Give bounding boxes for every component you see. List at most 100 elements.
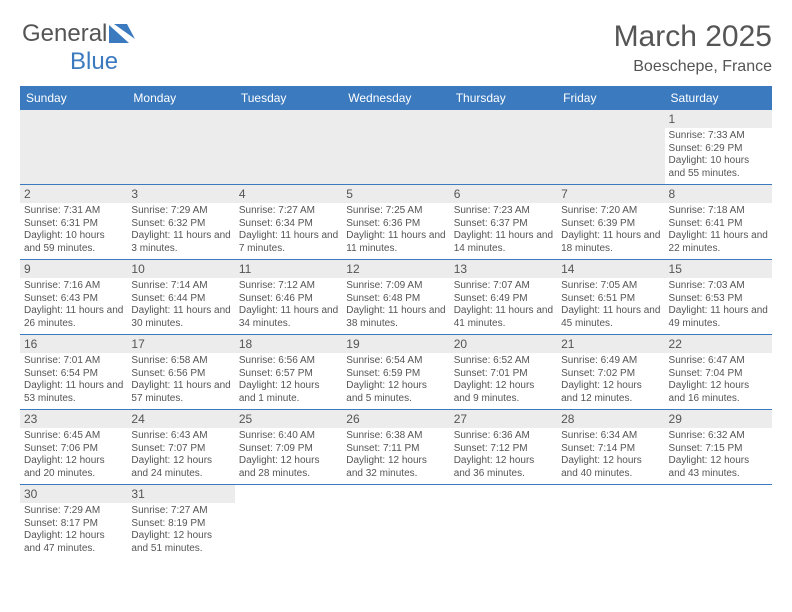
- title-block: March 2025 Boeschepe, France: [614, 20, 772, 76]
- day-detail: Sunrise: 7:18 AMSunset: 6:41 PMDaylight:…: [669, 205, 768, 255]
- weekday-header: Thursday: [450, 86, 557, 110]
- daylight-text: Daylight: 12 hours and 20 minutes.: [24, 455, 123, 480]
- day-number: 14: [557, 260, 664, 278]
- day-detail: Sunrise: 6:54 AMSunset: 6:59 PMDaylight:…: [346, 355, 445, 405]
- daylight-text: Daylight: 12 hours and 24 minutes.: [131, 455, 230, 480]
- daylight-text: Daylight: 12 hours and 36 minutes.: [454, 455, 553, 480]
- day-number: 15: [665, 260, 772, 278]
- day-number: 20: [450, 335, 557, 353]
- sunrise-text: Sunrise: 6:58 AM: [131, 355, 230, 368]
- sunset-text: Sunset: 6:53 PM: [669, 293, 768, 306]
- daylight-text: Daylight: 12 hours and 47 minutes.: [24, 530, 123, 555]
- sunset-text: Sunset: 6:46 PM: [239, 293, 338, 306]
- sunrise-text: Sunrise: 7:09 AM: [346, 280, 445, 293]
- logo: GeneralBlue: [20, 20, 139, 76]
- daylight-text: Daylight: 11 hours and 26 minutes.: [24, 305, 123, 330]
- calendar-cell-blank: [665, 485, 772, 560]
- sunrise-text: Sunrise: 6:49 AM: [561, 355, 660, 368]
- daylight-text: Daylight: 11 hours and 14 minutes.: [454, 230, 553, 255]
- day-detail: Sunrise: 7:01 AMSunset: 6:54 PMDaylight:…: [24, 355, 123, 405]
- sunset-text: Sunset: 6:59 PM: [346, 368, 445, 381]
- sunset-text: Sunset: 6:34 PM: [239, 218, 338, 231]
- day-number: 6: [450, 185, 557, 203]
- sunrise-text: Sunrise: 7:33 AM: [669, 130, 768, 143]
- calendar-cell: 24Sunrise: 6:43 AMSunset: 7:07 PMDayligh…: [127, 410, 234, 485]
- day-detail: Sunrise: 6:52 AMSunset: 7:01 PMDaylight:…: [454, 355, 553, 405]
- calendar-row: 30Sunrise: 7:29 AMSunset: 8:17 PMDayligh…: [20, 485, 772, 560]
- logo-general: General: [22, 20, 107, 47]
- sunset-text: Sunset: 6:54 PM: [24, 368, 123, 381]
- sunrise-text: Sunrise: 7:03 AM: [669, 280, 768, 293]
- sunset-text: Sunset: 7:15 PM: [669, 443, 768, 456]
- sunrise-text: Sunrise: 7:29 AM: [24, 505, 123, 518]
- daylight-text: Daylight: 11 hours and 30 minutes.: [131, 305, 230, 330]
- sunset-text: Sunset: 7:06 PM: [24, 443, 123, 456]
- day-number: 19: [342, 335, 449, 353]
- day-number: 7: [557, 185, 664, 203]
- sunrise-text: Sunrise: 6:43 AM: [131, 430, 230, 443]
- calendar-cell-blank: [127, 110, 234, 185]
- daylight-text: Daylight: 11 hours and 34 minutes.: [239, 305, 338, 330]
- calendar-cell: 10Sunrise: 7:14 AMSunset: 6:44 PMDayligh…: [127, 260, 234, 335]
- daylight-text: Daylight: 11 hours and 22 minutes.: [669, 230, 768, 255]
- calendar-cell-blank: [235, 110, 342, 185]
- weekday-header: Tuesday: [235, 86, 342, 110]
- sunset-text: Sunset: 6:48 PM: [346, 293, 445, 306]
- day-number: 17: [127, 335, 234, 353]
- day-number: 12: [342, 260, 449, 278]
- daylight-text: Daylight: 12 hours and 12 minutes.: [561, 380, 660, 405]
- sunset-text: Sunset: 6:37 PM: [454, 218, 553, 231]
- sunrise-text: Sunrise: 7:20 AM: [561, 205, 660, 218]
- weekday-header: Monday: [127, 86, 234, 110]
- daylight-text: Daylight: 11 hours and 45 minutes.: [561, 305, 660, 330]
- sunset-text: Sunset: 7:07 PM: [131, 443, 230, 456]
- day-detail: Sunrise: 7:07 AMSunset: 6:49 PMDaylight:…: [454, 280, 553, 330]
- day-detail: Sunrise: 7:09 AMSunset: 6:48 PMDaylight:…: [346, 280, 445, 330]
- sunrise-text: Sunrise: 7:07 AM: [454, 280, 553, 293]
- sunrise-text: Sunrise: 6:47 AM: [669, 355, 768, 368]
- day-number: 11: [235, 260, 342, 278]
- day-detail: Sunrise: 6:40 AMSunset: 7:09 PMDaylight:…: [239, 430, 338, 480]
- day-detail: Sunrise: 7:16 AMSunset: 6:43 PMDaylight:…: [24, 280, 123, 330]
- sunrise-text: Sunrise: 7:14 AM: [131, 280, 230, 293]
- day-number: 9: [20, 260, 127, 278]
- day-number: 22: [665, 335, 772, 353]
- calendar-cell: 26Sunrise: 6:38 AMSunset: 7:11 PMDayligh…: [342, 410, 449, 485]
- day-detail: Sunrise: 7:05 AMSunset: 6:51 PMDaylight:…: [561, 280, 660, 330]
- sunrise-text: Sunrise: 7:31 AM: [24, 205, 123, 218]
- calendar-cell-blank: [450, 110, 557, 185]
- calendar-cell-blank: [557, 110, 664, 185]
- daylight-text: Daylight: 12 hours and 1 minute.: [239, 380, 338, 405]
- sunset-text: Sunset: 6:29 PM: [669, 143, 768, 156]
- daylight-text: Daylight: 12 hours and 32 minutes.: [346, 455, 445, 480]
- daylight-text: Daylight: 11 hours and 57 minutes.: [131, 380, 230, 405]
- daylight-text: Daylight: 12 hours and 28 minutes.: [239, 455, 338, 480]
- daylight-text: Daylight: 10 hours and 55 minutes.: [669, 155, 768, 180]
- calendar-cell-blank: [342, 485, 449, 560]
- sunrise-text: Sunrise: 6:45 AM: [24, 430, 123, 443]
- calendar-cell-blank: [342, 110, 449, 185]
- calendar-row: 9Sunrise: 7:16 AMSunset: 6:43 PMDaylight…: [20, 260, 772, 335]
- sunrise-text: Sunrise: 6:52 AM: [454, 355, 553, 368]
- daylight-text: Daylight: 11 hours and 38 minutes.: [346, 305, 445, 330]
- sunset-text: Sunset: 6:43 PM: [24, 293, 123, 306]
- month-title: March 2025: [614, 20, 772, 54]
- day-number: 31: [127, 485, 234, 503]
- calendar-cell: 4Sunrise: 7:27 AMSunset: 6:34 PMDaylight…: [235, 185, 342, 260]
- sunset-text: Sunset: 6:32 PM: [131, 218, 230, 231]
- calendar-cell: 1Sunrise: 7:33 AMSunset: 6:29 PMDaylight…: [665, 110, 772, 185]
- daylight-text: Daylight: 12 hours and 16 minutes.: [669, 380, 768, 405]
- sunrise-text: Sunrise: 6:38 AM: [346, 430, 445, 443]
- day-detail: Sunrise: 6:38 AMSunset: 7:11 PMDaylight:…: [346, 430, 445, 480]
- calendar-cell: 29Sunrise: 6:32 AMSunset: 7:15 PMDayligh…: [665, 410, 772, 485]
- calendar-cell: 6Sunrise: 7:23 AMSunset: 6:37 PMDaylight…: [450, 185, 557, 260]
- day-number: 10: [127, 260, 234, 278]
- sunrise-text: Sunrise: 7:16 AM: [24, 280, 123, 293]
- sunrise-text: Sunrise: 6:56 AM: [239, 355, 338, 368]
- calendar-cell-blank: [450, 485, 557, 560]
- calendar-cell: 31Sunrise: 7:27 AMSunset: 8:19 PMDayligh…: [127, 485, 234, 560]
- day-detail: Sunrise: 6:49 AMSunset: 7:02 PMDaylight:…: [561, 355, 660, 405]
- day-detail: Sunrise: 6:45 AMSunset: 7:06 PMDaylight:…: [24, 430, 123, 480]
- weekday-header: Saturday: [665, 86, 772, 110]
- weekday-header: Friday: [557, 86, 664, 110]
